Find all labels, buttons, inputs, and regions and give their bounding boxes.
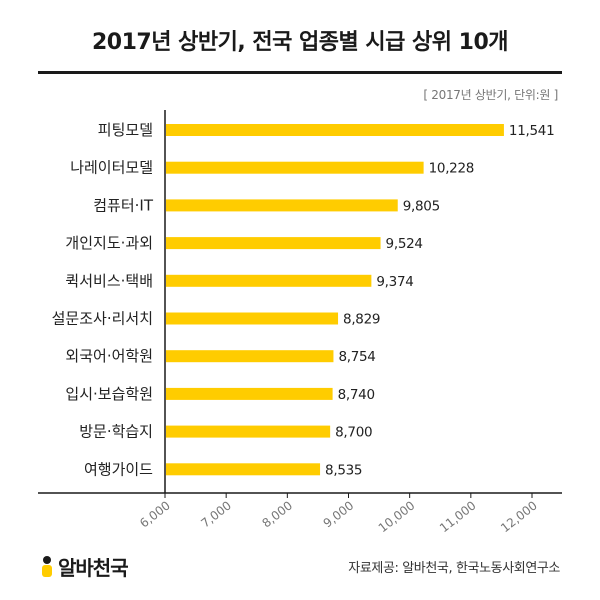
- bar: [166, 199, 398, 212]
- bar: [166, 237, 381, 250]
- value-label: 8,829: [343, 312, 380, 328]
- x-tick-label: 12,000: [498, 498, 540, 535]
- value-label: 9,805: [403, 198, 440, 214]
- brand-name: 알바천국: [58, 556, 129, 580]
- x-tick-label: 9,000: [321, 498, 357, 530]
- chart-title: 2017년 상반기, 전국 업종별 시급 상위 10개: [91, 30, 509, 55]
- x-tick-label: 7,000: [198, 498, 234, 530]
- x-tick-label: 10,000: [376, 498, 418, 535]
- brand-logo: 알바천국: [38, 552, 129, 581]
- category-label: 입시·보습학원: [65, 385, 153, 403]
- value-label: 9,524: [386, 236, 423, 252]
- category-label: 컴퓨터·IT: [93, 196, 154, 214]
- x-tick-label: 11,000: [437, 498, 479, 535]
- category-label: 외국어·어학원: [65, 347, 153, 365]
- value-label: 8,700: [335, 425, 372, 441]
- bar: [166, 161, 424, 174]
- bar: [166, 425, 331, 438]
- value-label: 8,740: [338, 387, 375, 403]
- category-label: 방문·학습지: [79, 423, 153, 441]
- category-label: 나레이터모델: [70, 159, 153, 177]
- bar: [166, 274, 372, 287]
- unit-note: [ 2017년 상반기, 단위:원 ]: [423, 88, 558, 102]
- value-label: 11,541: [509, 123, 554, 139]
- category-label: 피팅모델: [98, 121, 153, 139]
- bar: [166, 350, 334, 363]
- value-label: 8,535: [325, 462, 362, 478]
- category-label: 개인지도·과외: [65, 234, 153, 252]
- x-tick-label: 8,000: [259, 498, 295, 530]
- albachunguk-logo-icon: [38, 555, 56, 578]
- category-label: 설문조사·리서치: [52, 310, 153, 328]
- bar: [166, 124, 504, 136]
- category-label: 퀵서비스·택배: [65, 272, 153, 290]
- value-label: 9,374: [376, 274, 413, 290]
- x-tick-label: 6,000: [137, 498, 173, 530]
- category-label: 여행가이드: [84, 460, 153, 478]
- bar: [166, 312, 339, 325]
- value-label: 8,754: [338, 349, 375, 365]
- title-divider: [38, 71, 562, 74]
- value-label: 10,228: [429, 161, 474, 177]
- source-note: 자료제공: 알바천국, 한국노동사회연구소: [348, 561, 560, 576]
- bar: [166, 387, 333, 400]
- bar: [166, 463, 321, 476]
